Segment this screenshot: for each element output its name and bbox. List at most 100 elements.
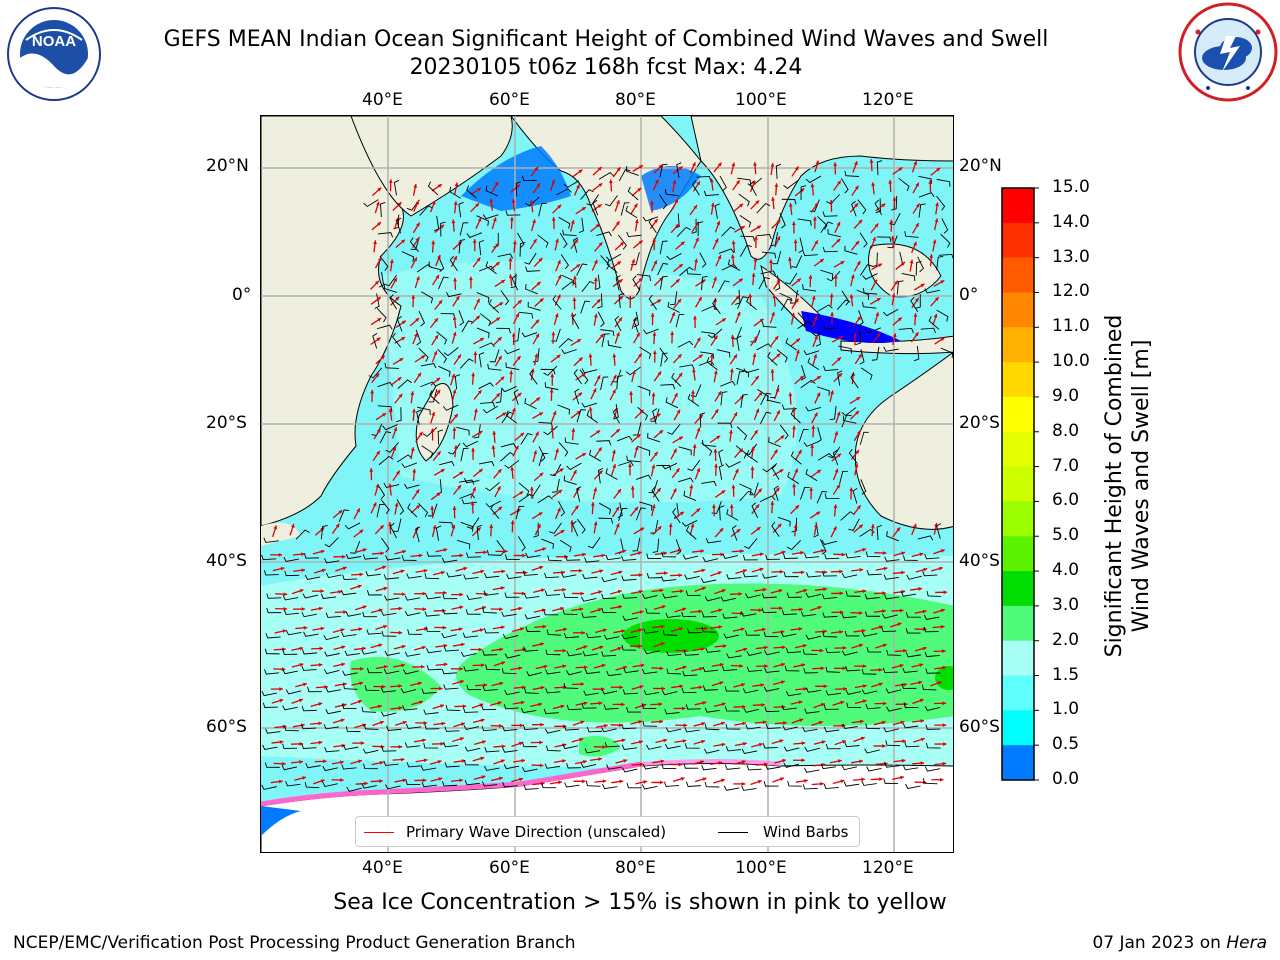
- wind-barb: [604, 742, 620, 748]
- wave-arrow-head: [318, 662, 323, 667]
- wave-arrow-head: [716, 221, 721, 225]
- wave-arrow-head: [492, 217, 497, 222]
- wind-barb: [876, 236, 892, 243]
- wind-barb: [865, 703, 881, 710]
- wave-arrow-head: [729, 429, 733, 434]
- wind-barb: [458, 310, 465, 326]
- wind-barb: [887, 235, 898, 249]
- wave-arrow-head: [637, 551, 642, 555]
- wind-barb: [597, 293, 603, 309]
- wave-arrow-head: [379, 525, 384, 530]
- wave-arrow-head: [521, 758, 525, 763]
- lat-label-left: 0°: [232, 285, 252, 305]
- wave-arrow-head: [400, 569, 405, 574]
- wave-arrow-head: [612, 389, 616, 394]
- wave-arrow-head: [593, 521, 598, 526]
- wave-arrow-head: [742, 569, 747, 573]
- wave-arrow-head: [529, 486, 534, 491]
- wave-arrow-head: [618, 605, 623, 609]
- wave-arrow-head: [849, 294, 854, 299]
- wind-barb: [841, 765, 858, 771]
- wave-arrow-head: [512, 240, 517, 245]
- wave-arrow-head: [659, 780, 664, 785]
- wind-barb: [606, 764, 622, 770]
- wind-barb: [815, 331, 822, 347]
- wave-arrow-head: [417, 681, 422, 686]
- wave-arrow-head: [758, 391, 763, 396]
- wind-barb: [598, 517, 614, 524]
- wave-arrow-head: [854, 203, 859, 208]
- wave-arrow-head: [603, 723, 608, 728]
- wave-arrow-head: [421, 355, 426, 359]
- wave-arrow-head: [755, 375, 759, 380]
- wind-barb: [424, 573, 440, 580]
- wave-arrow-head: [461, 759, 466, 763]
- lon-label-bottom: 40°E: [362, 858, 403, 878]
- wind-barb: [525, 626, 541, 632]
- wind-barb: [584, 748, 600, 754]
- wind-barb: [726, 508, 739, 521]
- land-arabia: [350, 116, 513, 217]
- wave-arrow-head: [680, 241, 685, 246]
- wave-arrow-head: [481, 775, 486, 779]
- wind-barb: [776, 349, 788, 363]
- low-wave-zone: [641, 166, 701, 211]
- wave-arrow-head: [943, 742, 947, 746]
- wave-arrow-head: [538, 702, 542, 707]
- wave-arrow-head: [738, 278, 743, 283]
- wave-arrow-head: [816, 392, 821, 397]
- wind-barb: [883, 594, 900, 600]
- wind-barb: [917, 535, 934, 541]
- wave-arrow-head: [816, 376, 821, 380]
- wind-barb: [478, 352, 485, 368]
- wave-arrow-head: [836, 238, 841, 243]
- wave-arrow-head: [779, 469, 784, 473]
- wave-arrow-head: [588, 406, 593, 411]
- colorbar-tick-label: 1.5: [1052, 664, 1080, 685]
- wave-arrow-head: [716, 435, 721, 440]
- wave-arrow-head: [511, 332, 516, 337]
- wind-barb: [404, 610, 421, 617]
- wave-arrow-head: [533, 238, 537, 243]
- wave-arrow-head: [870, 524, 875, 528]
- wind-barb: [702, 685, 718, 691]
- wind-barb: [586, 632, 602, 639]
- wave-arrow-head: [392, 446, 397, 451]
- wind-barb: [861, 631, 878, 637]
- wave-arrow-head: [388, 522, 392, 526]
- wind-barb: [517, 232, 525, 249]
- wind-barb: [264, 669, 280, 675]
- land-south-africa: [261, 522, 301, 546]
- wave-arrow-head: [302, 682, 307, 687]
- wave-arrow-head: [695, 237, 699, 242]
- wave-arrow-head: [717, 571, 722, 575]
- wind-barb: [572, 237, 579, 253]
- wind-barb: [263, 537, 279, 543]
- wind-barb: [781, 404, 797, 410]
- wind-barb: [545, 649, 561, 656]
- wave-arrow-head: [618, 279, 623, 284]
- wind-barb: [537, 495, 553, 504]
- wind-barb: [687, 459, 701, 472]
- wind-barb: [720, 596, 737, 602]
- wind-barb: [589, 449, 602, 462]
- wave-arrow-head: [839, 569, 843, 574]
- wave-arrow-head: [914, 297, 919, 302]
- wave-arrow-head: [362, 646, 366, 651]
- wind-barb: [749, 180, 757, 197]
- wind-barb: [577, 518, 586, 534]
- wave-arrow-head: [752, 353, 757, 358]
- wind-barb: [703, 748, 720, 754]
- wave-arrow-head: [736, 311, 741, 316]
- wave-arrow-head: [840, 261, 845, 265]
- wave-arrow-head: [516, 509, 521, 513]
- wave-arrow-head: [854, 185, 859, 190]
- wave-arrow-head: [602, 628, 607, 633]
- wave-arrow-head: [557, 260, 561, 265]
- wind-barb: [684, 727, 700, 733]
- wave-arrow-head: [598, 183, 603, 188]
- wave-arrow-head: [674, 393, 678, 398]
- wind-barb: [827, 228, 841, 238]
- wind-barb: [605, 554, 621, 561]
- wave-arrow-head: [459, 471, 464, 476]
